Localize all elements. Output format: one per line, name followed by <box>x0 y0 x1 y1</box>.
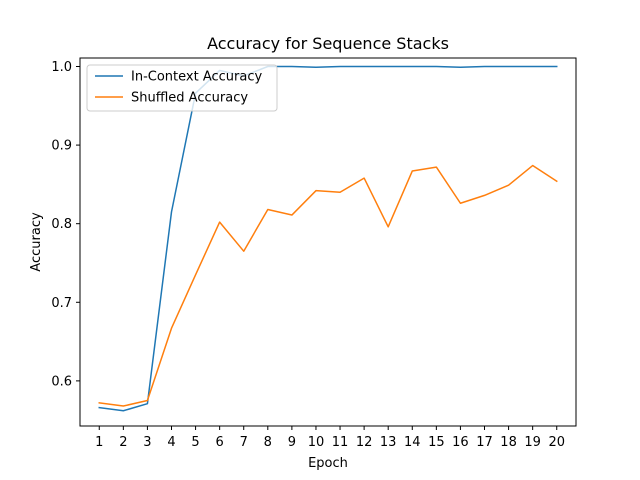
y-tick-label: 0.9 <box>51 139 72 154</box>
y-tick-label: 0.6 <box>51 374 72 389</box>
y-tick-label: 1.0 <box>51 60 72 75</box>
x-tick-label: 3 <box>143 435 151 450</box>
x-tick-label: 14 <box>404 435 421 450</box>
legend-box <box>86 64 278 112</box>
x-tick-label: 20 <box>548 435 565 450</box>
y-axis-title: Accuracy <box>29 212 44 272</box>
x-tick-label: 10 <box>308 435 325 450</box>
x-tick-label: 7 <box>240 435 248 450</box>
legend: In-Context Accuracy Shuffled Accuracy <box>86 64 278 112</box>
plot-area <box>79 57 577 427</box>
x-tick-label: 19 <box>524 435 541 450</box>
series-line-shuffled <box>98 164 558 407</box>
x-tick-label: 6 <box>216 435 224 450</box>
plot-frame <box>79 57 577 427</box>
y-tick-label: 0.7 <box>51 296 72 311</box>
x-tick-label: 9 <box>288 435 296 450</box>
chart-title: Accuracy for Sequence Stacks <box>207 34 449 53</box>
x-tick-label: 13 <box>380 435 397 450</box>
x-tick-label: 1 <box>95 435 103 450</box>
x-tick-label: 11 <box>332 435 349 450</box>
legend-label-shuffled: Shuffled Accuracy <box>131 91 248 106</box>
x-axis: 1 2 3 4 5 6 7 8 9 10 11 12 13 14 15 16 17 18 19 20 <box>95 426 565 450</box>
x-tick-label: 2 <box>119 435 127 450</box>
x-tick-label: 18 <box>500 435 517 450</box>
y-tick-label: 0.8 <box>51 217 72 232</box>
legend-label-in-context: In-Context Accuracy <box>131 70 262 85</box>
x-tick-label: 15 <box>428 435 445 450</box>
x-tick-label: 8 <box>264 435 272 450</box>
x-tick-label: 4 <box>167 435 175 450</box>
x-tick-label: 17 <box>476 435 493 450</box>
y-axis: 0.6 0.7 0.8 0.9 1.0 <box>51 60 80 389</box>
x-tick-label: 16 <box>452 435 469 450</box>
series-line-in-context <box>98 65 558 412</box>
x-axis-title: Epoch <box>308 456 348 471</box>
x-tick-label: 5 <box>191 435 199 450</box>
x-tick-label: 12 <box>356 435 373 450</box>
